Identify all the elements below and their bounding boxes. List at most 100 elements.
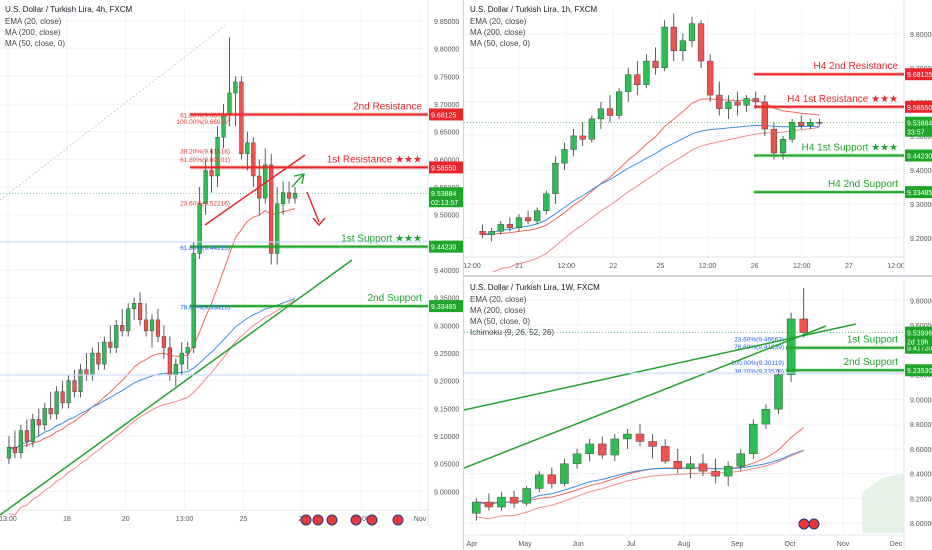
candle-body xyxy=(725,101,732,109)
level-name: 1st Resistance ★★★ xyxy=(327,154,422,165)
time-tick-label: 27 xyxy=(845,263,853,270)
candle-body xyxy=(606,108,614,116)
level-name: H4 1st Support ★★★ xyxy=(802,143,898,154)
candle-body xyxy=(610,438,620,456)
candle-body xyxy=(292,192,298,199)
candle-body xyxy=(761,409,771,425)
candle-body xyxy=(543,193,550,211)
candle-body xyxy=(789,122,796,140)
candle-body xyxy=(635,433,645,442)
candle-body xyxy=(743,98,750,106)
candle-body xyxy=(42,408,47,426)
fib-label: 100.00%(9.30119) xyxy=(731,360,784,367)
chart-4h[interactable]: 9.85000 9.80000 9.75000 9.70000 9.65000 9.600… xyxy=(0,0,464,550)
flag-icon xyxy=(366,514,378,526)
level-name: 2nd Support xyxy=(844,357,899,368)
ma-200-line xyxy=(8,299,296,516)
candle-body xyxy=(707,60,714,96)
level-price-tag xyxy=(429,161,464,174)
candle-body xyxy=(209,170,214,177)
candle-body xyxy=(191,253,196,348)
candle-body xyxy=(661,26,668,69)
level-price-label: 9.44230 xyxy=(907,154,932,161)
fib-label: 61.80%(9.60101) xyxy=(180,157,230,164)
flag-icon xyxy=(808,518,820,530)
candle-body xyxy=(679,40,686,52)
candle-body xyxy=(78,369,83,392)
candle-body xyxy=(239,81,244,155)
candle-body xyxy=(48,408,53,415)
price-tick-label: 8.60000 xyxy=(910,447,932,454)
price-tick-label: 8.40000 xyxy=(910,472,932,479)
arrow-up-icon xyxy=(293,173,305,185)
time-tick-label: 12:00 xyxy=(464,263,481,270)
candle-body xyxy=(560,463,569,484)
candle-body xyxy=(215,137,220,177)
fib-label: 23.60%(9.46663) xyxy=(734,337,784,344)
candle-body xyxy=(185,347,190,354)
price-tick-label: 9.35000 xyxy=(434,296,459,303)
chart-title-1w: U.S. Dollar / Turkish Lira, 1W, FXCM xyxy=(470,283,600,292)
price-tick-label: 9.15000 xyxy=(434,406,459,413)
time-tick-label: 20 xyxy=(122,516,130,523)
candle-body xyxy=(643,60,650,86)
fib-label: 78.60%(9.33413) xyxy=(180,305,230,312)
price-tick-label: 9.85000 xyxy=(434,19,459,26)
candle-body xyxy=(72,380,77,393)
time-tick-label: 25 xyxy=(657,263,665,270)
level-name: 1st Support xyxy=(847,335,898,346)
candle-body xyxy=(673,461,683,469)
fib-label: 100.00%(9.66879) xyxy=(177,119,231,126)
fib-label: 23.60%(9.52216) xyxy=(180,201,230,208)
level-price-label: 9.68125 xyxy=(431,112,456,119)
candle-body xyxy=(66,380,71,404)
price-tick-label: 9.70000 xyxy=(434,102,459,109)
candle-body xyxy=(749,423,758,455)
indicator-ma50-1w: MA (50, close, 0) xyxy=(470,317,530,326)
price-tick-label: 9.10000 xyxy=(434,434,459,441)
arrow-down-icon xyxy=(306,191,320,223)
time-tick-label: 12:00 xyxy=(557,263,575,270)
candle-body xyxy=(96,352,101,365)
chart-1w[interactable]: 9.800009.600009.400009.200009.000008.800… xyxy=(464,278,932,550)
time-tick-label: 12:00 xyxy=(699,263,717,270)
candle-body xyxy=(126,308,131,332)
candle-body xyxy=(552,162,559,194)
ma-50-line xyxy=(482,124,820,236)
level-price-tag xyxy=(905,186,932,199)
ma-50-line xyxy=(8,298,296,451)
candle-body xyxy=(102,341,107,365)
time-tick-label: Apr xyxy=(467,541,479,548)
indicator-ema-4h: EMA (20, close) xyxy=(5,17,62,26)
level-price-tag xyxy=(429,108,464,121)
time-tick-label: Sep xyxy=(731,541,744,548)
candle-body xyxy=(54,391,59,415)
candle-body xyxy=(547,474,557,484)
time-tick-label: Oct xyxy=(785,541,796,548)
chart-1h[interactable]: 9.800009.700009.600009.500009.400009.300… xyxy=(464,0,932,272)
time-tick-label: Dec xyxy=(890,541,903,548)
candle-body xyxy=(245,142,250,155)
arrow-up-icon xyxy=(291,173,305,188)
level-price-tag xyxy=(905,68,932,81)
candle-body xyxy=(179,352,184,365)
candle-body xyxy=(597,443,607,456)
level-name: 1st Support ★★★ xyxy=(341,234,422,245)
candle-body xyxy=(697,23,705,62)
countdown-label: 2d 19h xyxy=(907,340,929,347)
flag-icon xyxy=(300,514,312,526)
candle-body xyxy=(570,135,577,150)
flag-icon xyxy=(392,514,404,526)
current-price-label: 9.53996 xyxy=(907,331,932,338)
candle-body xyxy=(798,122,805,126)
candle-body xyxy=(736,453,745,467)
candle-body xyxy=(723,465,733,477)
price-tick-label: 9.60000 xyxy=(434,157,459,164)
ema-20-line xyxy=(482,98,820,236)
candle-body xyxy=(108,341,113,348)
candle-body xyxy=(770,128,778,154)
candle-body xyxy=(120,325,125,332)
price-tick-label: 8.00000 xyxy=(910,521,932,528)
price-tick-label: 9.40000 xyxy=(434,268,459,275)
plot-area-1w: 9.800009.600009.400009.200009.000008.800… xyxy=(464,278,932,550)
